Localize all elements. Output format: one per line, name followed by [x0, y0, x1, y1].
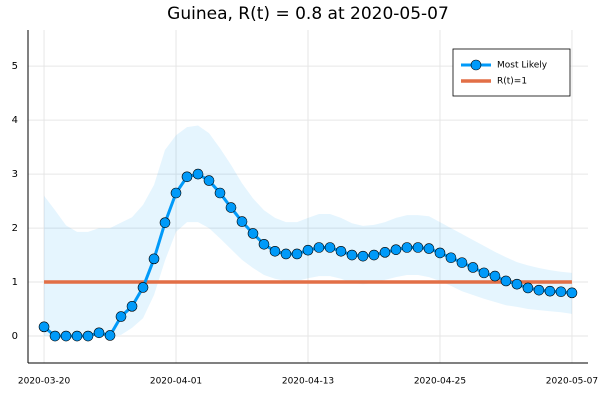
point	[456, 257, 468, 268]
point	[544, 285, 556, 297]
y-tick-label: 3	[12, 169, 18, 180]
y-tick-label: 5	[12, 61, 18, 72]
point	[203, 175, 215, 186]
point	[368, 249, 380, 261]
legend-label: Most Likely	[497, 61, 548, 71]
point	[192, 168, 204, 180]
point	[49, 330, 61, 342]
point	[258, 238, 270, 250]
point	[236, 216, 248, 227]
x-tick-label: 2020-04-13	[282, 377, 334, 387]
point	[357, 250, 369, 262]
point	[379, 247, 391, 258]
point	[511, 278, 523, 290]
legend-marker	[470, 59, 482, 71]
point	[269, 245, 281, 257]
point	[566, 287, 578, 299]
y-tick-label: 0	[12, 331, 18, 342]
point	[390, 244, 402, 255]
point	[137, 282, 149, 293]
point	[159, 217, 171, 228]
point	[170, 187, 182, 199]
point	[225, 202, 237, 213]
point	[489, 270, 501, 282]
point	[335, 245, 347, 257]
point	[324, 242, 336, 253]
point	[445, 252, 457, 264]
point	[423, 243, 435, 254]
chart-title: Guinea, R(t) = 0.8 at 2020-05-07	[167, 4, 449, 24]
x-tick-label: 2020-04-01	[150, 377, 202, 387]
point	[313, 242, 325, 253]
point	[38, 321, 50, 333]
point	[434, 247, 446, 259]
point	[181, 171, 193, 183]
legend-box	[452, 48, 571, 97]
point	[71, 330, 83, 342]
point	[60, 330, 72, 342]
point	[500, 275, 512, 287]
point	[522, 282, 534, 294]
point	[467, 262, 479, 273]
confidence-band	[44, 125, 572, 337]
x-tick-label: 2020-04-25	[414, 377, 466, 387]
point	[214, 187, 226, 199]
point	[533, 284, 545, 296]
legend-label: R(t)=1	[497, 77, 527, 87]
point	[302, 244, 314, 256]
point	[148, 253, 160, 265]
point	[401, 242, 413, 253]
x-tick-label: 2020-03-20	[18, 377, 71, 387]
point	[93, 327, 105, 339]
y-tick-label: 4	[12, 115, 18, 126]
point	[412, 242, 424, 253]
x-tick-label: 2020-05-07	[546, 377, 598, 387]
y-tick-label: 2	[12, 223, 18, 234]
point	[115, 311, 127, 322]
point	[104, 330, 116, 341]
point	[280, 248, 292, 260]
point	[346, 249, 358, 261]
point	[555, 286, 567, 298]
point	[82, 330, 94, 342]
point	[247, 228, 259, 239]
y-tick-label: 1	[12, 277, 18, 288]
point	[478, 267, 490, 279]
point	[291, 248, 303, 260]
point	[126, 301, 138, 312]
